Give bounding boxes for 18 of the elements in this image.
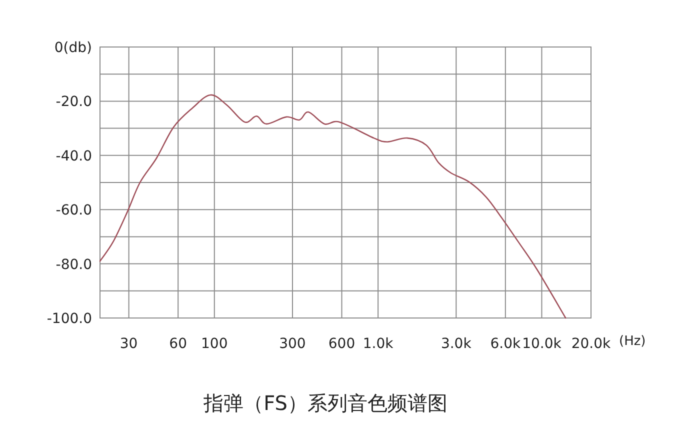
x-tick-label: 300 <box>279 336 306 352</box>
x-tick-label: 3.0k <box>440 336 472 352</box>
x-tick-label: 600 <box>328 336 356 352</box>
x-tick-label: 10.0k <box>522 336 562 352</box>
x-tick-label: 30 <box>120 336 138 352</box>
y-tick-label: -80.0 <box>56 256 92 273</box>
x-tick-label: 6.0k <box>490 336 522 352</box>
x-axis-title: (Hz) <box>619 334 646 349</box>
y-tick-label: 0(db) <box>54 40 92 56</box>
y-tick-label: -40.0 <box>56 148 92 164</box>
y-tick-label: -100.0 <box>46 311 92 327</box>
text: 指弹（FS）系列音色频谱图 <box>202 391 448 415</box>
x-tick-label: 60 <box>169 336 188 352</box>
x-tick-label: 100 <box>201 336 228 352</box>
y-tick-label: -20.0 <box>56 94 92 110</box>
x-tick-label: 20.0k <box>571 336 612 352</box>
y-tick-label: -60.0 <box>56 202 92 219</box>
x-tick-label: 1.0k <box>362 336 394 352</box>
